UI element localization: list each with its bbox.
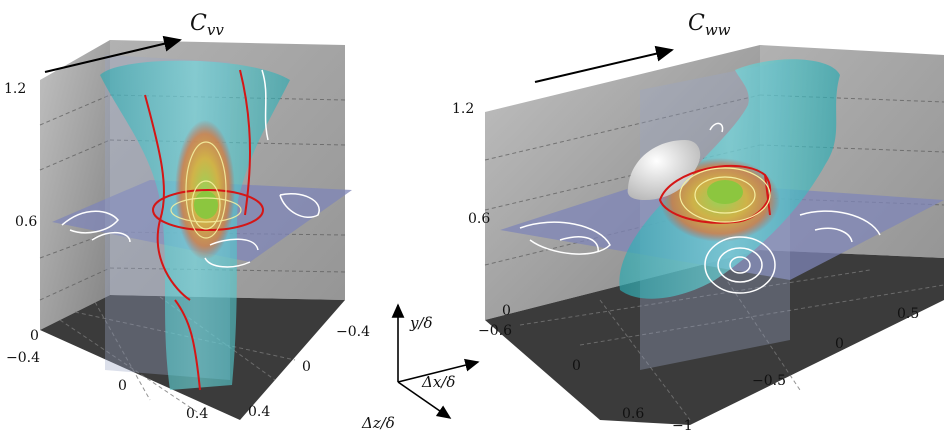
right-z-ticks: −0.6 0 0.6 <box>478 323 644 422</box>
left-core-contours <box>170 141 242 239</box>
left-x-tick: 0 <box>118 378 127 394</box>
left-core-green <box>194 191 218 219</box>
left-z-tick: 0.4 <box>248 404 270 420</box>
right-panel: 1.2 0.6 0 −0.6 0 0.6 −1 −0.5 0 0.5 Cww <box>452 11 944 431</box>
left-grid-lines <box>39 94 346 301</box>
right-flow-arrow <box>534 45 674 83</box>
left-back-wall-left <box>40 40 110 330</box>
axes-legend: y/δ Δx/δ Δz/δ <box>361 303 480 431</box>
right-z-tick: −0.6 <box>478 323 512 339</box>
left-flow-arrow <box>44 35 182 73</box>
right-y-ticks: 1.2 0.6 0 <box>452 101 511 319</box>
axis-z-arrow <box>397 381 452 419</box>
right-panel-title: Cww <box>688 11 731 39</box>
right-y-tick: 0.6 <box>468 211 490 227</box>
right-y-tick: 0 <box>502 303 511 319</box>
right-core-green <box>707 180 743 204</box>
right-x-ticks: −1 −0.5 0 0.5 <box>672 306 919 431</box>
right-z-tick: 0 <box>572 358 581 374</box>
right-core-contours <box>679 167 771 223</box>
left-y-tick: 0.6 <box>15 214 37 230</box>
right-x-tick: 0.5 <box>897 306 919 322</box>
left-x-tick: −0.4 <box>6 350 40 366</box>
left-y-ticks: 1.2 0.6 0 <box>4 81 39 344</box>
left-z-tick: −0.4 <box>336 324 370 340</box>
left-panel: 1.2 0.6 0 −0.4 0 0.4 −0.4 0 0.4 Cvv <box>4 11 370 422</box>
right-x-tick: 0 <box>835 336 844 352</box>
axis-x-arrow <box>397 358 480 383</box>
left-x-tick: 0.4 <box>186 406 208 422</box>
left-z-ticks: −0.4 0 0.4 <box>248 324 370 420</box>
right-z-tick: 0.6 <box>622 406 644 422</box>
right-red-contours <box>658 164 772 224</box>
left-x-ticks: −0.4 0 0.4 <box>6 350 208 422</box>
left-red-contours <box>144 69 264 391</box>
right-x-tick: −0.5 <box>752 373 786 389</box>
left-white-contours <box>61 69 320 268</box>
left-z-tick: 0 <box>302 359 311 375</box>
right-y-tick: 1.2 <box>452 101 474 117</box>
right-x-tick: −1 <box>672 418 693 431</box>
left-panel-title: Cvv <box>190 11 224 39</box>
right-white-isosurface <box>627 140 701 200</box>
axis-x-label: Δx/δ <box>421 373 455 391</box>
right-white-contours <box>519 122 881 294</box>
axis-y-label: y/δ <box>409 314 433 332</box>
left-y-tick: 1.2 <box>4 81 26 97</box>
right-floor <box>485 250 944 425</box>
axis-z-label: Δz/δ <box>361 414 395 431</box>
right-floor-grid <box>519 269 944 421</box>
left-y-tick: 0 <box>30 328 39 344</box>
